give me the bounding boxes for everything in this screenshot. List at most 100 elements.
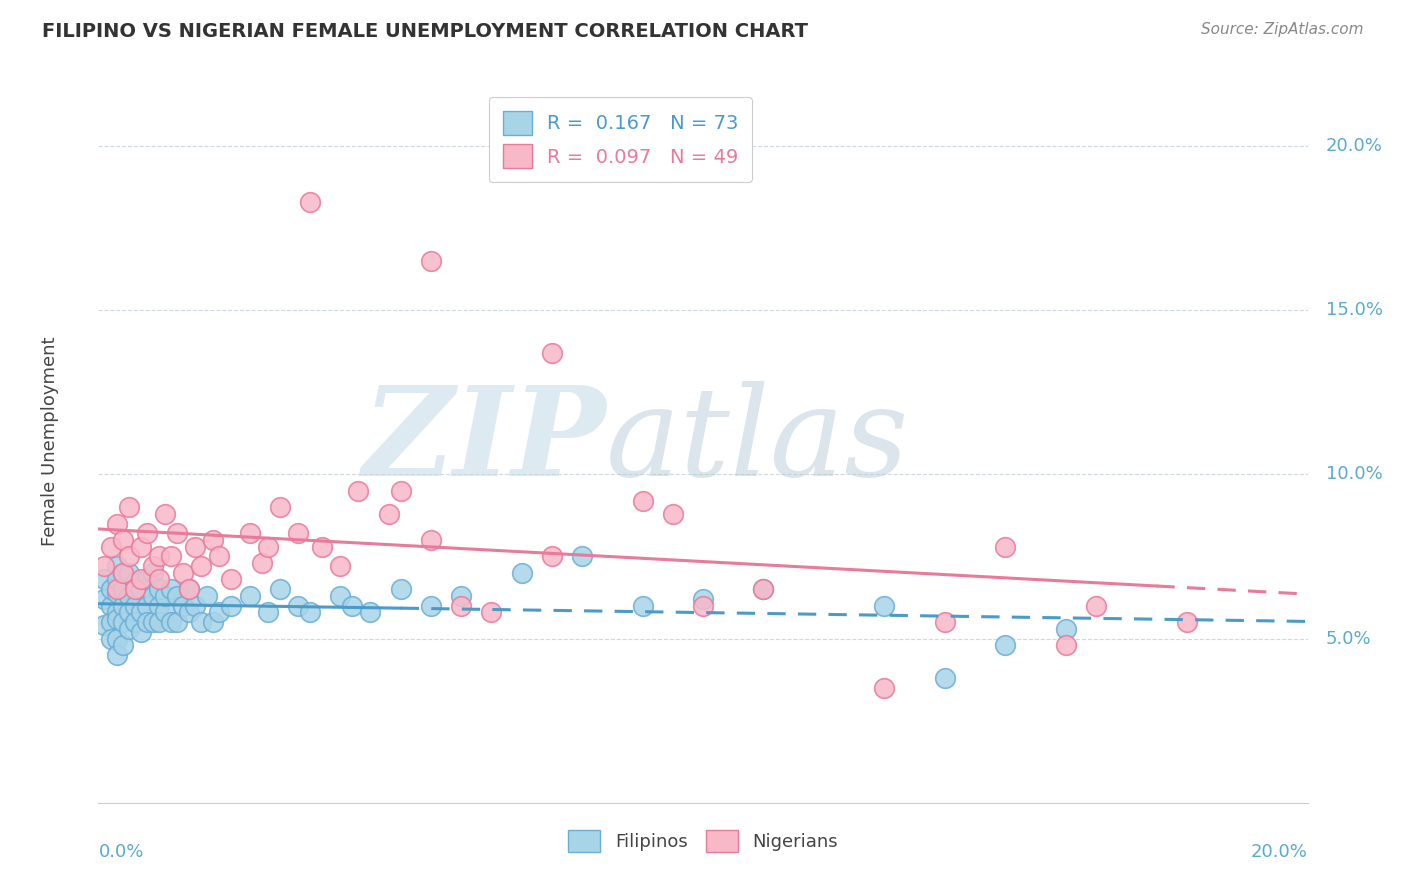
Point [148, 573, 170, 587]
Point [221, 573, 243, 587]
Point [692, 599, 714, 613]
Point [153, 605, 176, 619]
Point [111, 582, 134, 597]
Point [287, 526, 309, 541]
Point [873, 681, 896, 695]
Point [105, 559, 128, 574]
Point [166, 589, 188, 603]
Point [450, 599, 472, 613]
Point [631, 493, 654, 508]
Point [105, 573, 128, 587]
Point [166, 526, 188, 541]
Point [239, 589, 262, 603]
Point [148, 615, 170, 630]
Point [100, 615, 122, 630]
Point [934, 671, 956, 685]
Point [111, 566, 134, 580]
Point [105, 516, 128, 531]
Text: FILIPINO VS NIGERIAN FEMALE UNEMPLOYMENT CORRELATION CHART: FILIPINO VS NIGERIAN FEMALE UNEMPLOYMENT… [42, 22, 808, 41]
Point [93, 618, 115, 632]
Point [105, 612, 128, 626]
Text: ZIP: ZIP [363, 381, 606, 502]
Point [342, 599, 364, 613]
Point [631, 599, 654, 613]
Text: Source: ZipAtlas.com: Source: ZipAtlas.com [1201, 22, 1364, 37]
Point [100, 582, 122, 597]
Point [299, 605, 322, 619]
Point [166, 615, 188, 630]
Point [160, 582, 183, 597]
Point [1054, 638, 1077, 652]
Point [142, 559, 165, 574]
Point [153, 507, 176, 521]
Point [153, 589, 176, 603]
Point [93, 592, 115, 607]
Point [250, 556, 273, 570]
Text: 10.0%: 10.0% [1326, 466, 1382, 483]
Point [111, 638, 134, 652]
Point [118, 566, 141, 580]
Point [202, 615, 225, 630]
Point [347, 483, 370, 498]
Point [160, 615, 183, 630]
Point [135, 526, 157, 541]
Point [118, 622, 141, 636]
Point [148, 549, 170, 564]
Point [256, 605, 278, 619]
Point [93, 559, 115, 574]
Point [287, 599, 309, 613]
Point [124, 582, 146, 597]
Point [172, 566, 194, 580]
Point [208, 549, 231, 564]
Point [160, 549, 183, 564]
Point [142, 615, 165, 630]
Point [752, 582, 775, 597]
Point [111, 566, 134, 580]
Point [571, 549, 593, 564]
Legend: Filipinos, Nigerians: Filipinos, Nigerians [561, 822, 845, 859]
Text: 5.0%: 5.0% [1326, 630, 1371, 648]
Point [142, 589, 165, 603]
Point [105, 605, 128, 619]
Point [329, 559, 352, 574]
Point [129, 625, 152, 640]
Point [1175, 615, 1198, 630]
Point [873, 599, 896, 613]
Point [100, 540, 122, 554]
Point [111, 615, 134, 630]
Point [752, 582, 775, 597]
Point [124, 575, 146, 590]
Point [172, 599, 194, 613]
Point [994, 638, 1017, 652]
Point [111, 599, 134, 613]
Point [179, 605, 201, 619]
Text: 20.0%: 20.0% [1326, 137, 1382, 155]
Point [124, 615, 146, 630]
Point [118, 549, 141, 564]
Point [269, 500, 291, 515]
Point [135, 599, 157, 613]
Point [190, 559, 212, 574]
Point [329, 589, 352, 603]
Point [184, 599, 207, 613]
Point [105, 582, 128, 597]
Text: 20.0%: 20.0% [1251, 843, 1308, 861]
Point [135, 573, 157, 587]
Point [118, 605, 141, 619]
Point [420, 533, 443, 547]
Point [129, 605, 152, 619]
Point [202, 533, 225, 547]
Point [135, 615, 157, 630]
Point [208, 605, 231, 619]
Point [105, 585, 128, 599]
Point [100, 599, 122, 613]
Text: 0.0%: 0.0% [98, 843, 143, 861]
Point [994, 540, 1017, 554]
Point [299, 194, 322, 209]
Point [118, 589, 141, 603]
Point [129, 540, 152, 554]
Point [377, 507, 399, 521]
Point [148, 582, 170, 597]
Point [105, 648, 128, 662]
Point [111, 533, 134, 547]
